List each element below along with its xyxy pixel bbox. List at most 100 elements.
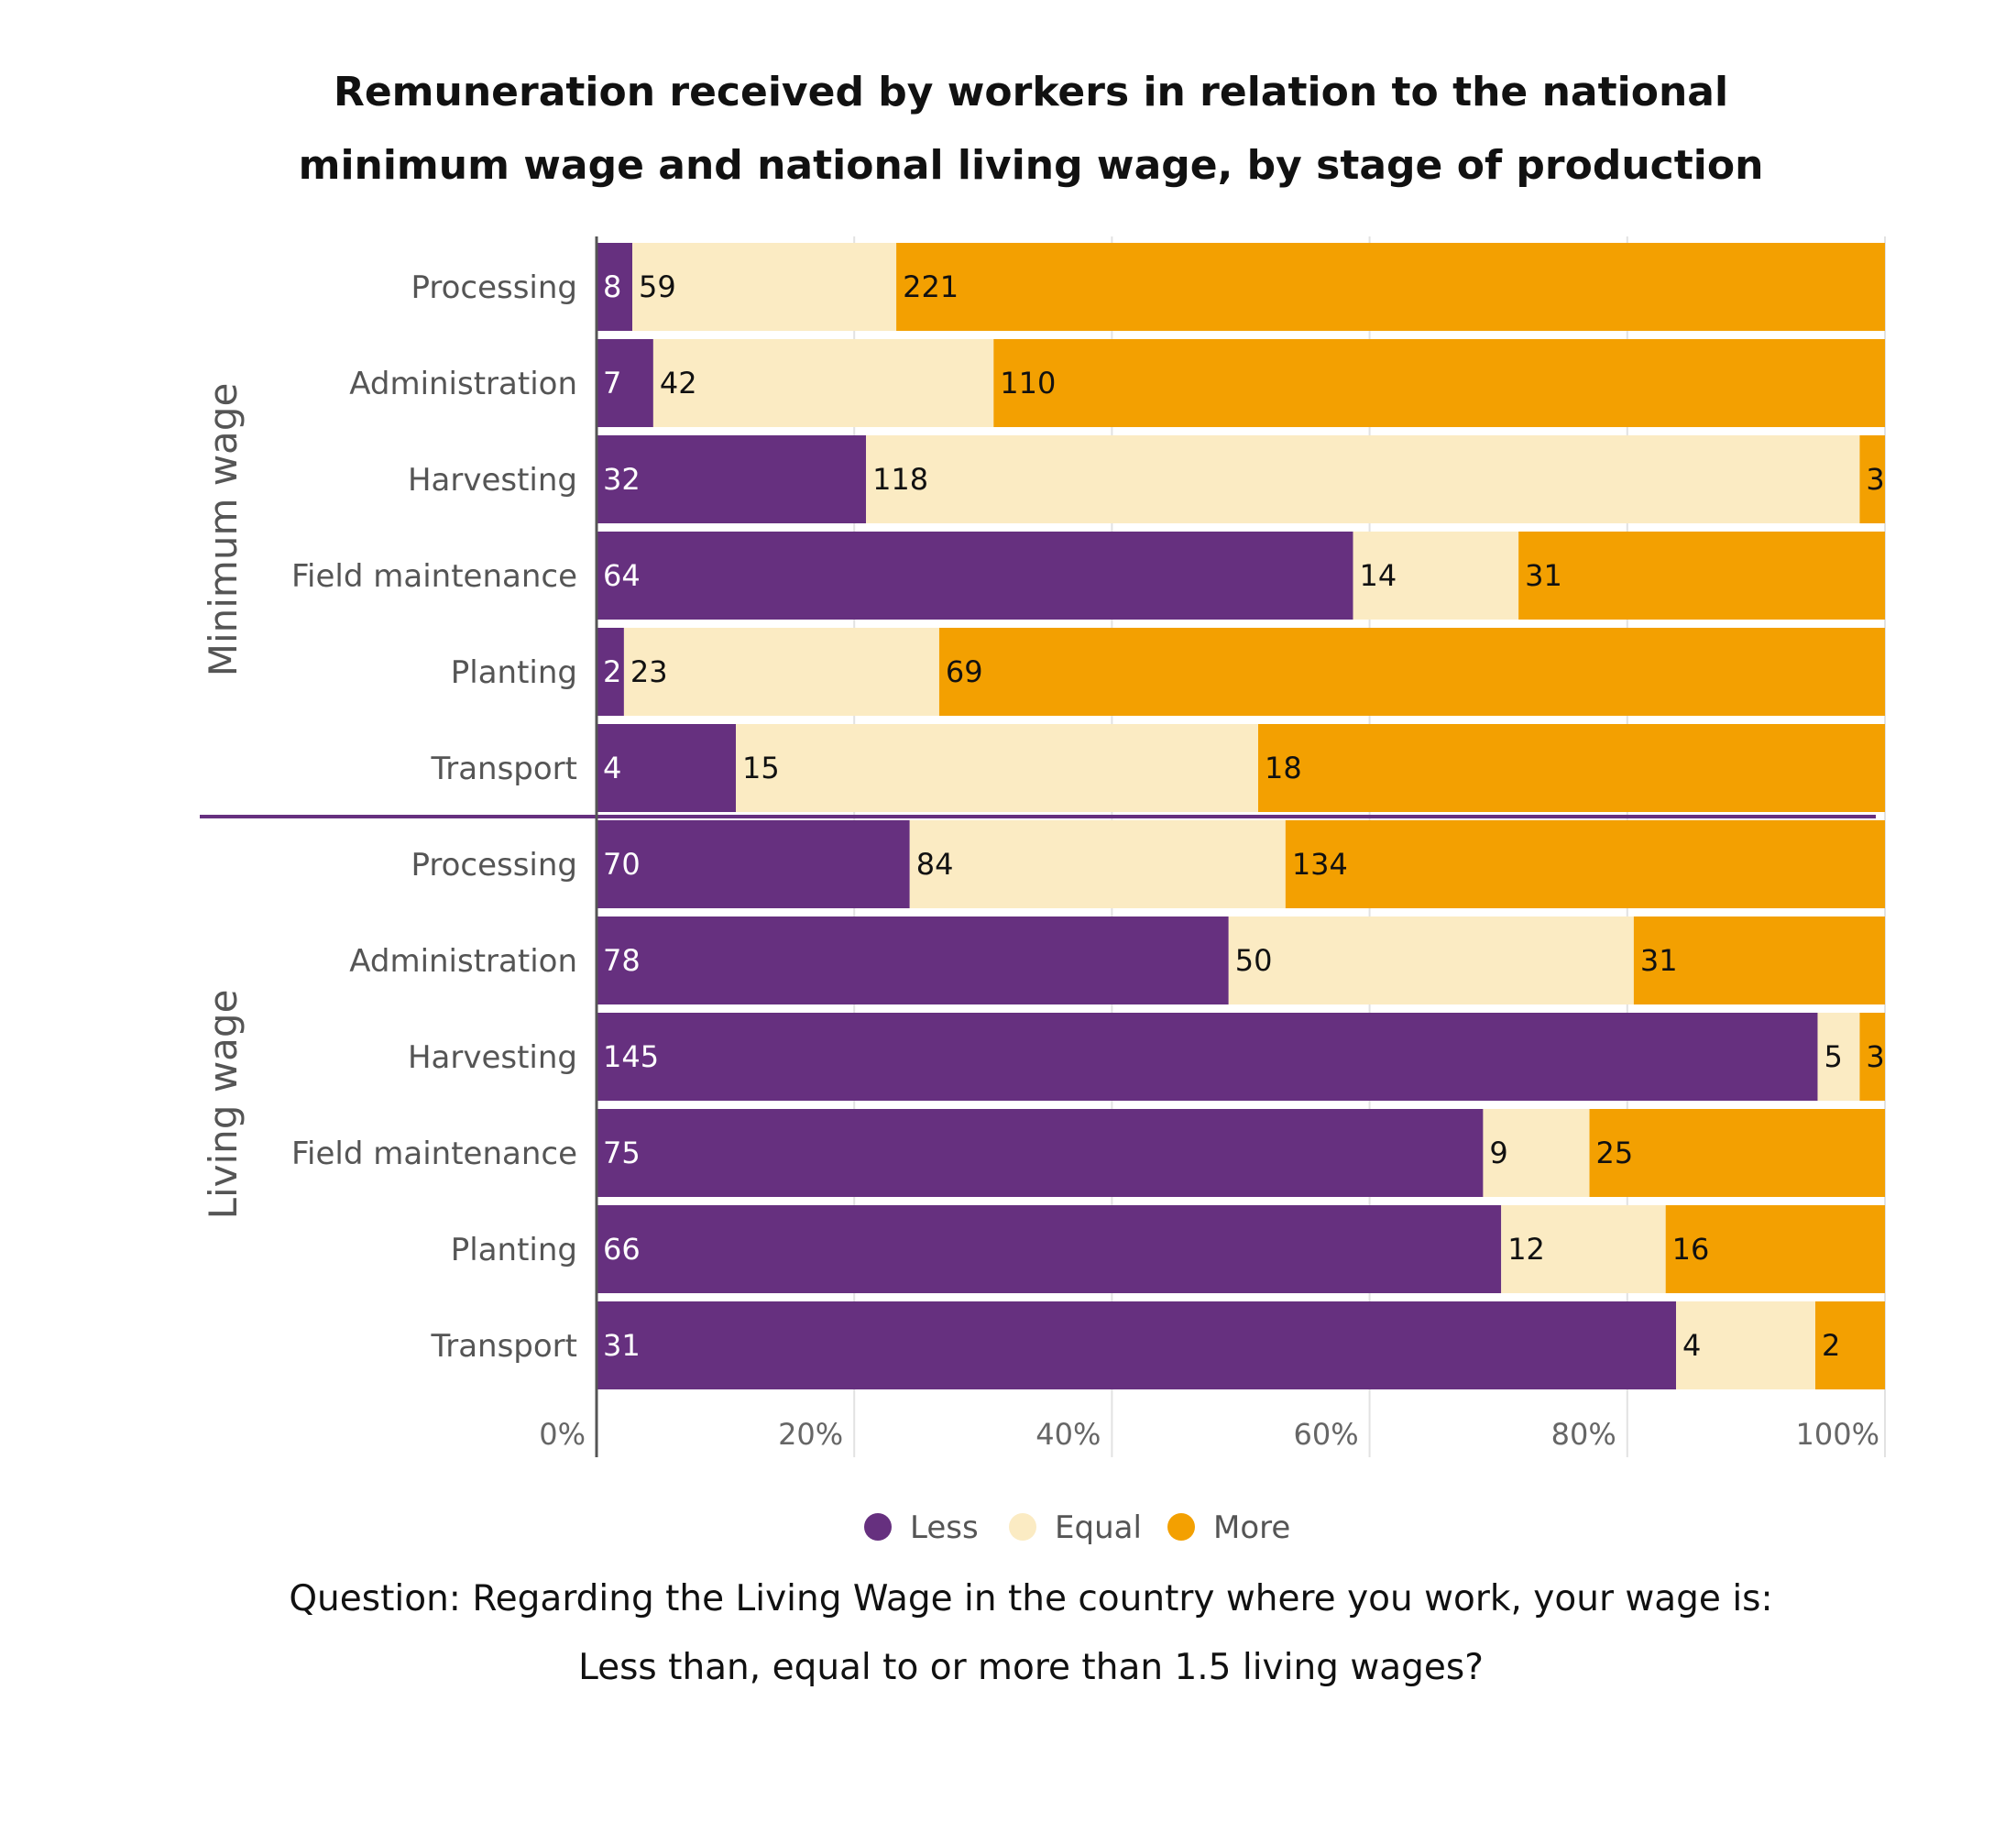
bar-less xyxy=(597,916,1229,1004)
legend-label-equal: Equal xyxy=(1055,1509,1142,1546)
x-tick-label: 0% xyxy=(539,1417,586,1452)
bar-more xyxy=(1285,820,1885,908)
category-labels: Processing Administration Harvesting Field … xyxy=(291,269,577,1365)
bar-value-label: 3 xyxy=(1866,462,1884,497)
chart-title-line-1: Remuneration received by workers in rela… xyxy=(334,69,1728,115)
legend-swatch-less xyxy=(864,1513,892,1541)
bar-value-label: 221 xyxy=(903,269,959,304)
bar-value-label: 4 xyxy=(1682,1328,1701,1363)
bar-more xyxy=(1859,1013,1885,1101)
bar-value-label: 15 xyxy=(742,751,780,785)
bar-less xyxy=(597,1013,1818,1101)
chart-title-line-2: minimum wage and national living wage, b… xyxy=(299,142,1764,189)
bar-value-label: 31 xyxy=(1640,943,1678,978)
bar-equal xyxy=(1676,1301,1815,1389)
group-label-living-wage: Living wage xyxy=(201,990,246,1220)
category-label: Harvesting xyxy=(408,462,577,499)
bar-more xyxy=(938,628,1885,716)
bar-equal xyxy=(736,724,1258,812)
bar-value-label: 23 xyxy=(630,654,668,689)
x-tick-label: 60% xyxy=(1293,1417,1358,1452)
bar-value-label: 7 xyxy=(603,366,621,401)
bar-value-label: 25 xyxy=(1596,1136,1634,1170)
bars: 8 59 221 7 4 2 110 32 118 3 64 14 31 2 23 69 4 15 18 70 84 13… xyxy=(597,243,1885,1389)
bar-more xyxy=(1518,532,1885,620)
question-note-line-2: Less than, equal to or more than 1.5 liv… xyxy=(578,1647,1484,1688)
bar-value-label: 69 xyxy=(946,654,983,689)
x-tick-label: 40% xyxy=(1035,1417,1101,1452)
bar-more xyxy=(896,243,1885,331)
legend: Less Equal More xyxy=(864,1509,1290,1546)
bar-value-label: 75 xyxy=(603,1136,641,1170)
category-label: Administration xyxy=(349,943,577,980)
bar-value-label: 118 xyxy=(872,462,928,497)
category-label: Planting xyxy=(451,1232,577,1268)
bar-value-label: 14 xyxy=(1360,558,1397,593)
bar-more xyxy=(1815,1301,1885,1389)
category-label: Field maintenance xyxy=(291,1136,577,1172)
question-note-line-1: Question: Regarding the Living Wage in t… xyxy=(289,1578,1772,1619)
bar-value-label: 2 xyxy=(1822,1328,1840,1363)
bar-value-label: 31 xyxy=(1525,558,1562,593)
legend-label-less: Less xyxy=(910,1509,979,1546)
bar-equal xyxy=(652,339,994,427)
bar-less xyxy=(597,724,736,812)
bar-equal xyxy=(1483,1109,1590,1197)
bar-more xyxy=(1859,435,1885,523)
bar-less xyxy=(597,1109,1484,1197)
bar-more xyxy=(1258,724,1885,812)
bar-equal xyxy=(909,820,1286,908)
x-tick-label: 100% xyxy=(1796,1417,1879,1452)
bar-value-label: 4 xyxy=(603,751,621,785)
bar-value-label: 78 xyxy=(603,943,641,978)
bar-equal xyxy=(1228,916,1634,1004)
bar-less xyxy=(597,628,624,716)
category-label: Transport xyxy=(430,1328,577,1365)
bar-less xyxy=(597,435,867,523)
bar-less xyxy=(597,1205,1502,1293)
bar-less xyxy=(597,339,653,427)
bar-equal xyxy=(1501,1205,1666,1293)
bar-value-label: 31 xyxy=(603,1328,641,1363)
bar-value-label: 9 xyxy=(1489,1136,1507,1170)
x-tick-label: 80% xyxy=(1551,1417,1616,1452)
bar-equal xyxy=(1817,1013,1860,1101)
category-label: Processing xyxy=(411,269,577,306)
bar-value-label: 3 xyxy=(1866,1039,1884,1074)
bar-value-label: 18 xyxy=(1265,751,1302,785)
bar-equal xyxy=(1353,532,1519,620)
legend-swatch-more xyxy=(1167,1513,1195,1541)
bar-value-label: 59 xyxy=(639,269,676,304)
bar-value-label: 145 xyxy=(603,1039,659,1074)
bar-more xyxy=(1633,916,1885,1004)
bar-equal xyxy=(632,243,897,331)
bar-more xyxy=(993,339,1885,427)
category-label: Processing xyxy=(411,847,577,884)
bar-value-label: 64 xyxy=(603,558,641,593)
x-tick-label: 20% xyxy=(778,1417,843,1452)
category-label: Field maintenance xyxy=(291,558,577,595)
bar-equal xyxy=(866,435,1860,523)
bar-less xyxy=(597,820,910,908)
bar-value-label: 84 xyxy=(916,847,954,882)
category-label: Harvesting xyxy=(408,1039,577,1076)
bar-value-label: 134 xyxy=(1292,847,1348,882)
bar-value-label: 8 xyxy=(603,269,621,304)
bar-less xyxy=(597,243,633,331)
legend-label-more: More xyxy=(1213,1509,1290,1546)
category-label: Administration xyxy=(349,366,577,402)
bar-value-label: 2 xyxy=(603,654,621,689)
bar-more xyxy=(1589,1109,1885,1197)
bar-value-label: 32 xyxy=(603,462,641,497)
category-label: Transport xyxy=(430,751,577,787)
bar-value-label: 66 xyxy=(603,1232,641,1267)
group-label-minimum-wage: Minimum wage xyxy=(201,383,246,677)
bar-value-label: 70 xyxy=(603,847,641,882)
bar-value-label: 16 xyxy=(1672,1232,1710,1267)
bar-equal xyxy=(623,628,939,716)
legend-swatch-equal xyxy=(1009,1513,1036,1541)
bar-value-label: 110 xyxy=(1000,366,1056,401)
bar-less xyxy=(597,532,1353,620)
bar-less xyxy=(597,1301,1676,1389)
